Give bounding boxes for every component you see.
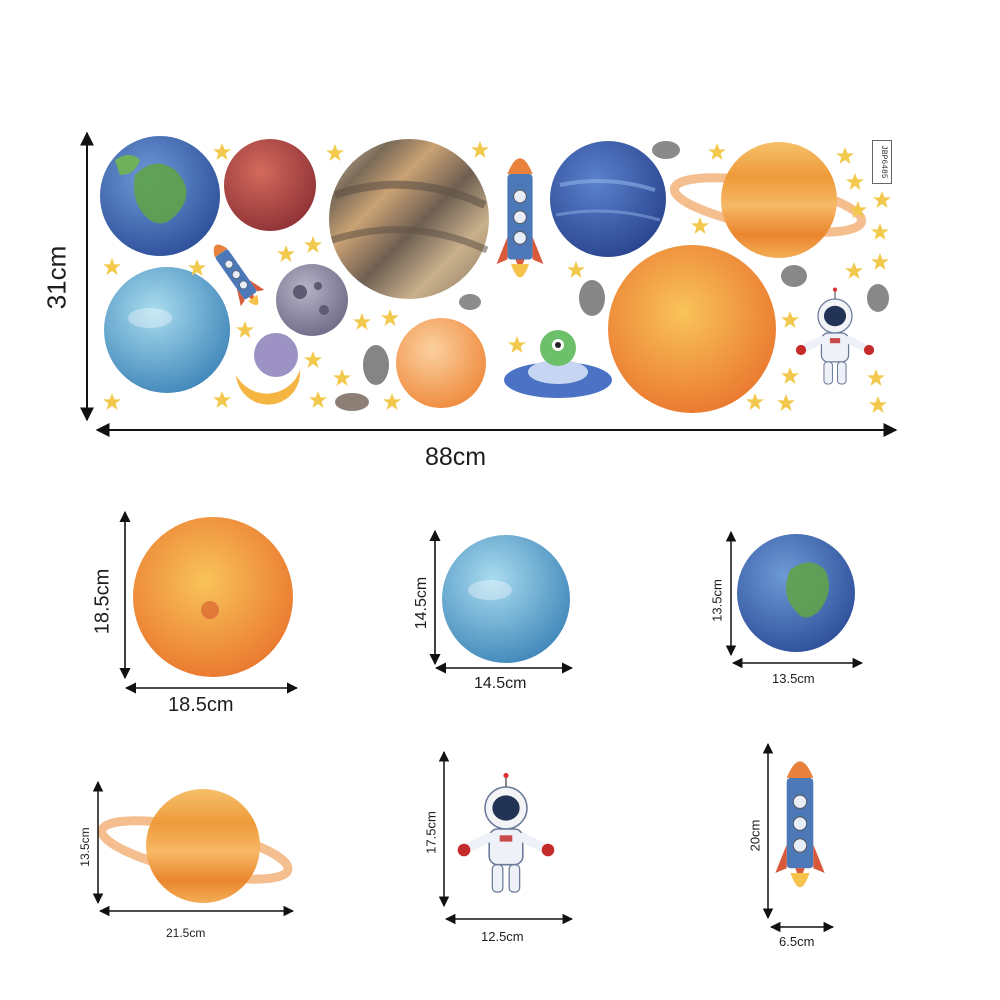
astronaut-height-label: 17.5cm — [423, 811, 439, 854]
ringed-planet-height-label: 13.5cm — [78, 827, 92, 867]
earth-planet-width-label: 13.5cm — [772, 671, 815, 686]
product-code: JBP6485 — [872, 140, 892, 184]
blue-planet-height-label: 14.5cm — [413, 576, 430, 630]
blue-planet-width-label: 14.5cm — [474, 675, 527, 692]
rocket-width-label: 6.5cm — [779, 934, 815, 949]
sheet-width-label: 88cm — [425, 443, 487, 471]
ringed-planet-width-label: 21.5cm — [166, 926, 206, 940]
piece-ringed-planet — [92, 780, 295, 917]
piece-astronaut — [438, 750, 574, 925]
piece-rocket — [762, 742, 835, 933]
sheet-height-label: 31cm — [41, 245, 72, 310]
rocket-height-label: 20cm — [747, 819, 763, 852]
piece-blue-planet — [429, 529, 574, 674]
earth-planet-height-label: 13.5cm — [709, 579, 725, 622]
piece-orange-planet — [119, 510, 299, 694]
orange-planet-width-label: 18.5cm — [168, 694, 234, 716]
astronaut-width-label: 12.5cm — [481, 929, 524, 944]
orange-planet-height-label: 18.5cm — [91, 568, 114, 635]
sheet-artwork — [100, 136, 891, 413]
piece-earth-planet — [725, 530, 864, 669]
